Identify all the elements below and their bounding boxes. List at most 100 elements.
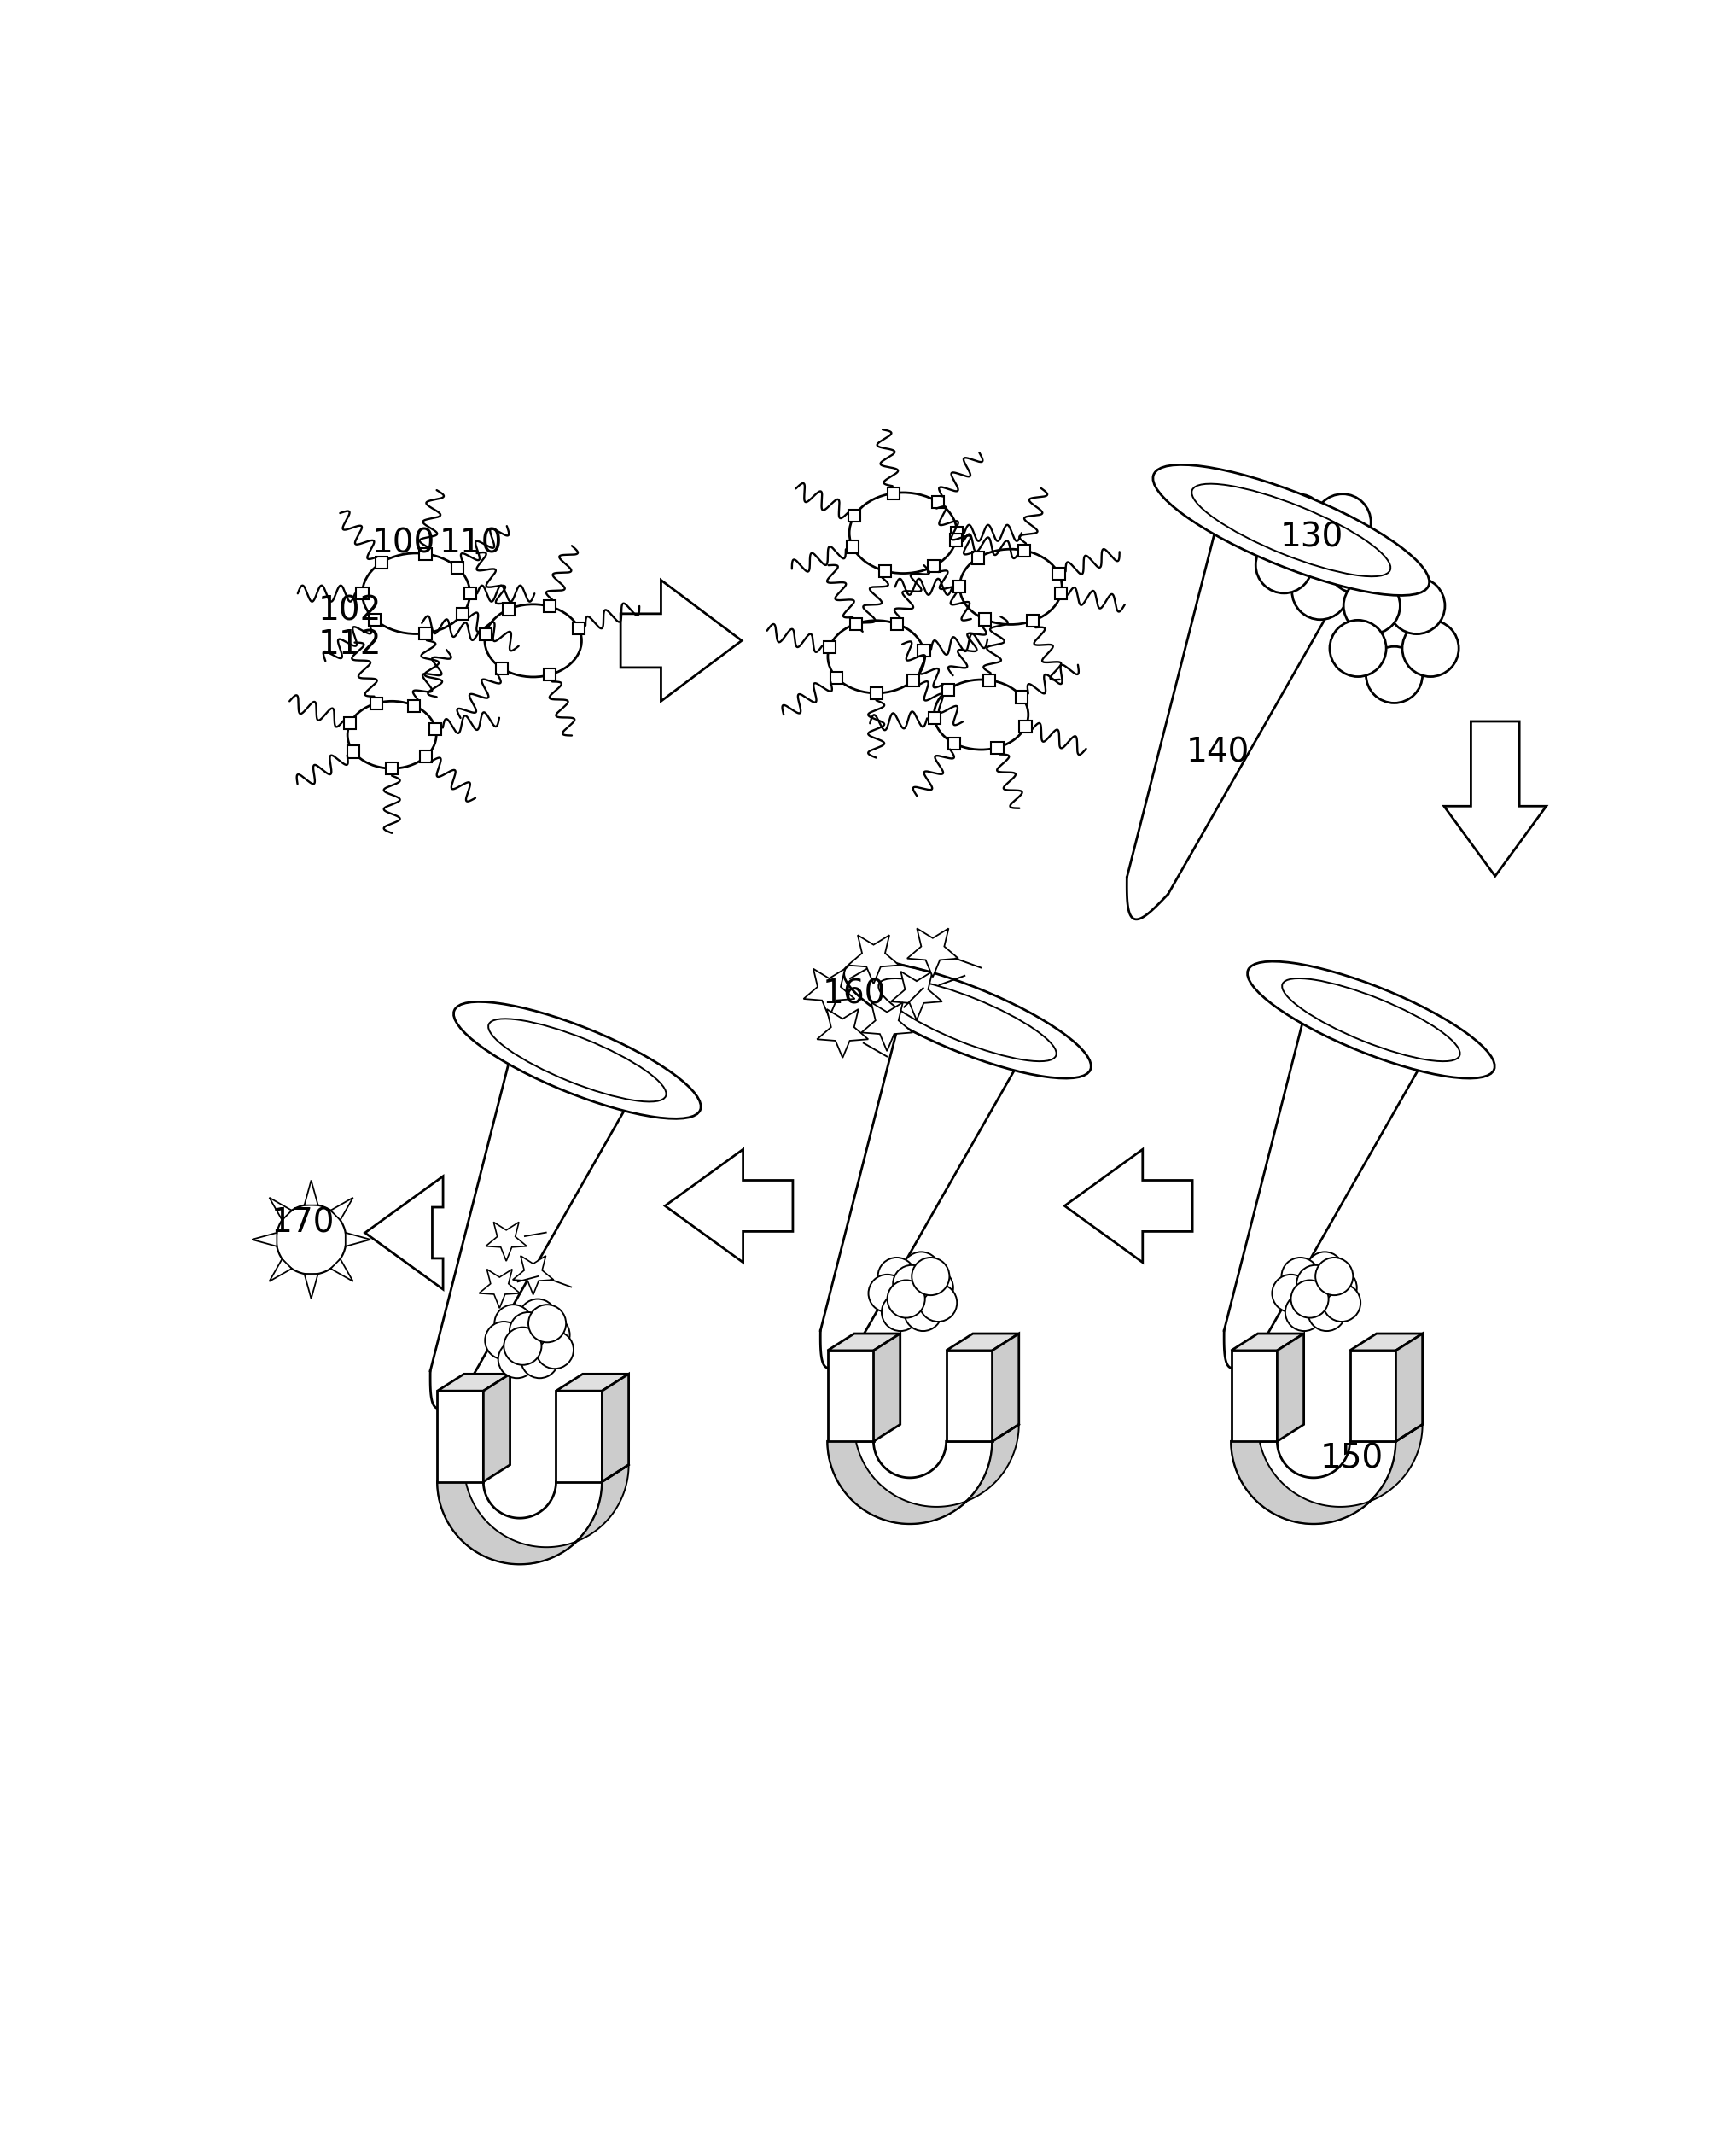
Circle shape	[1272, 1274, 1309, 1312]
FancyBboxPatch shape	[943, 683, 955, 696]
Polygon shape	[1231, 1441, 1396, 1523]
Ellipse shape	[1248, 962, 1495, 1078]
Polygon shape	[345, 1233, 370, 1246]
Polygon shape	[1444, 722, 1547, 876]
Polygon shape	[437, 1465, 628, 1564]
Polygon shape	[1064, 1149, 1193, 1263]
FancyBboxPatch shape	[887, 488, 899, 498]
Circle shape	[1319, 1269, 1358, 1306]
Polygon shape	[269, 1199, 292, 1220]
Circle shape	[1344, 578, 1399, 634]
Circle shape	[1316, 1257, 1352, 1295]
Circle shape	[887, 1280, 925, 1319]
FancyBboxPatch shape	[870, 687, 882, 698]
Circle shape	[528, 1304, 566, 1342]
Polygon shape	[993, 1334, 1019, 1441]
Ellipse shape	[347, 700, 436, 769]
Polygon shape	[891, 971, 943, 1020]
Polygon shape	[621, 580, 741, 700]
Polygon shape	[1231, 1351, 1278, 1441]
Polygon shape	[861, 1003, 913, 1050]
FancyBboxPatch shape	[479, 627, 491, 640]
FancyBboxPatch shape	[1019, 720, 1031, 732]
FancyBboxPatch shape	[918, 644, 930, 657]
Ellipse shape	[878, 977, 1057, 1061]
FancyBboxPatch shape	[983, 674, 995, 685]
Circle shape	[533, 1317, 569, 1353]
FancyBboxPatch shape	[951, 526, 963, 539]
Circle shape	[878, 1257, 915, 1295]
Polygon shape	[1231, 1424, 1422, 1523]
FancyBboxPatch shape	[408, 700, 420, 711]
Polygon shape	[1396, 1334, 1422, 1441]
FancyBboxPatch shape	[950, 535, 962, 546]
FancyBboxPatch shape	[503, 604, 516, 614]
Circle shape	[1307, 1293, 1345, 1332]
FancyBboxPatch shape	[375, 556, 387, 569]
Circle shape	[1314, 494, 1371, 550]
Text: 110: 110	[439, 528, 503, 561]
FancyBboxPatch shape	[420, 750, 432, 763]
FancyBboxPatch shape	[385, 763, 398, 775]
Circle shape	[903, 1252, 939, 1289]
Circle shape	[891, 1274, 929, 1312]
Polygon shape	[828, 1351, 873, 1441]
Circle shape	[911, 1257, 950, 1295]
Circle shape	[1255, 537, 1312, 593]
FancyBboxPatch shape	[344, 717, 356, 730]
Polygon shape	[946, 1351, 993, 1441]
Ellipse shape	[484, 604, 582, 677]
Circle shape	[920, 1285, 957, 1321]
Polygon shape	[437, 1375, 510, 1392]
FancyBboxPatch shape	[991, 741, 1003, 754]
FancyBboxPatch shape	[929, 711, 941, 724]
Polygon shape	[873, 1334, 901, 1441]
Circle shape	[1328, 537, 1385, 593]
Circle shape	[1323, 1285, 1361, 1321]
Ellipse shape	[1191, 483, 1391, 576]
Text: 140: 140	[1186, 737, 1250, 769]
Polygon shape	[602, 1375, 628, 1482]
Polygon shape	[665, 1149, 793, 1263]
Circle shape	[892, 1265, 930, 1302]
Ellipse shape	[488, 1018, 667, 1102]
FancyBboxPatch shape	[823, 642, 835, 653]
Circle shape	[1389, 578, 1444, 634]
Polygon shape	[828, 1424, 1019, 1523]
FancyBboxPatch shape	[347, 745, 359, 758]
Circle shape	[276, 1205, 345, 1274]
Circle shape	[882, 1293, 920, 1332]
Circle shape	[1281, 1257, 1319, 1295]
Circle shape	[1285, 1293, 1323, 1332]
Circle shape	[536, 1332, 573, 1368]
Ellipse shape	[828, 621, 925, 694]
FancyBboxPatch shape	[573, 623, 585, 634]
Polygon shape	[512, 1257, 554, 1295]
Circle shape	[1292, 1280, 1328, 1319]
Polygon shape	[828, 1334, 901, 1351]
FancyBboxPatch shape	[420, 548, 432, 561]
Text: 130: 130	[1279, 520, 1344, 554]
Polygon shape	[330, 1259, 352, 1282]
FancyBboxPatch shape	[932, 496, 944, 509]
FancyBboxPatch shape	[429, 724, 441, 735]
Polygon shape	[365, 1177, 443, 1289]
Circle shape	[1305, 1252, 1344, 1289]
Circle shape	[1366, 647, 1422, 702]
Circle shape	[503, 1327, 542, 1364]
FancyBboxPatch shape	[1026, 614, 1038, 627]
Polygon shape	[818, 1010, 868, 1057]
Polygon shape	[437, 1482, 602, 1564]
FancyBboxPatch shape	[543, 601, 556, 612]
FancyBboxPatch shape	[368, 614, 380, 625]
Circle shape	[507, 1321, 545, 1360]
FancyBboxPatch shape	[1055, 586, 1068, 599]
Circle shape	[1403, 621, 1458, 677]
Circle shape	[498, 1340, 536, 1379]
FancyBboxPatch shape	[420, 627, 432, 640]
Ellipse shape	[1153, 464, 1429, 595]
Polygon shape	[1351, 1334, 1422, 1351]
Polygon shape	[908, 928, 958, 977]
Ellipse shape	[363, 554, 470, 634]
FancyBboxPatch shape	[356, 586, 368, 599]
